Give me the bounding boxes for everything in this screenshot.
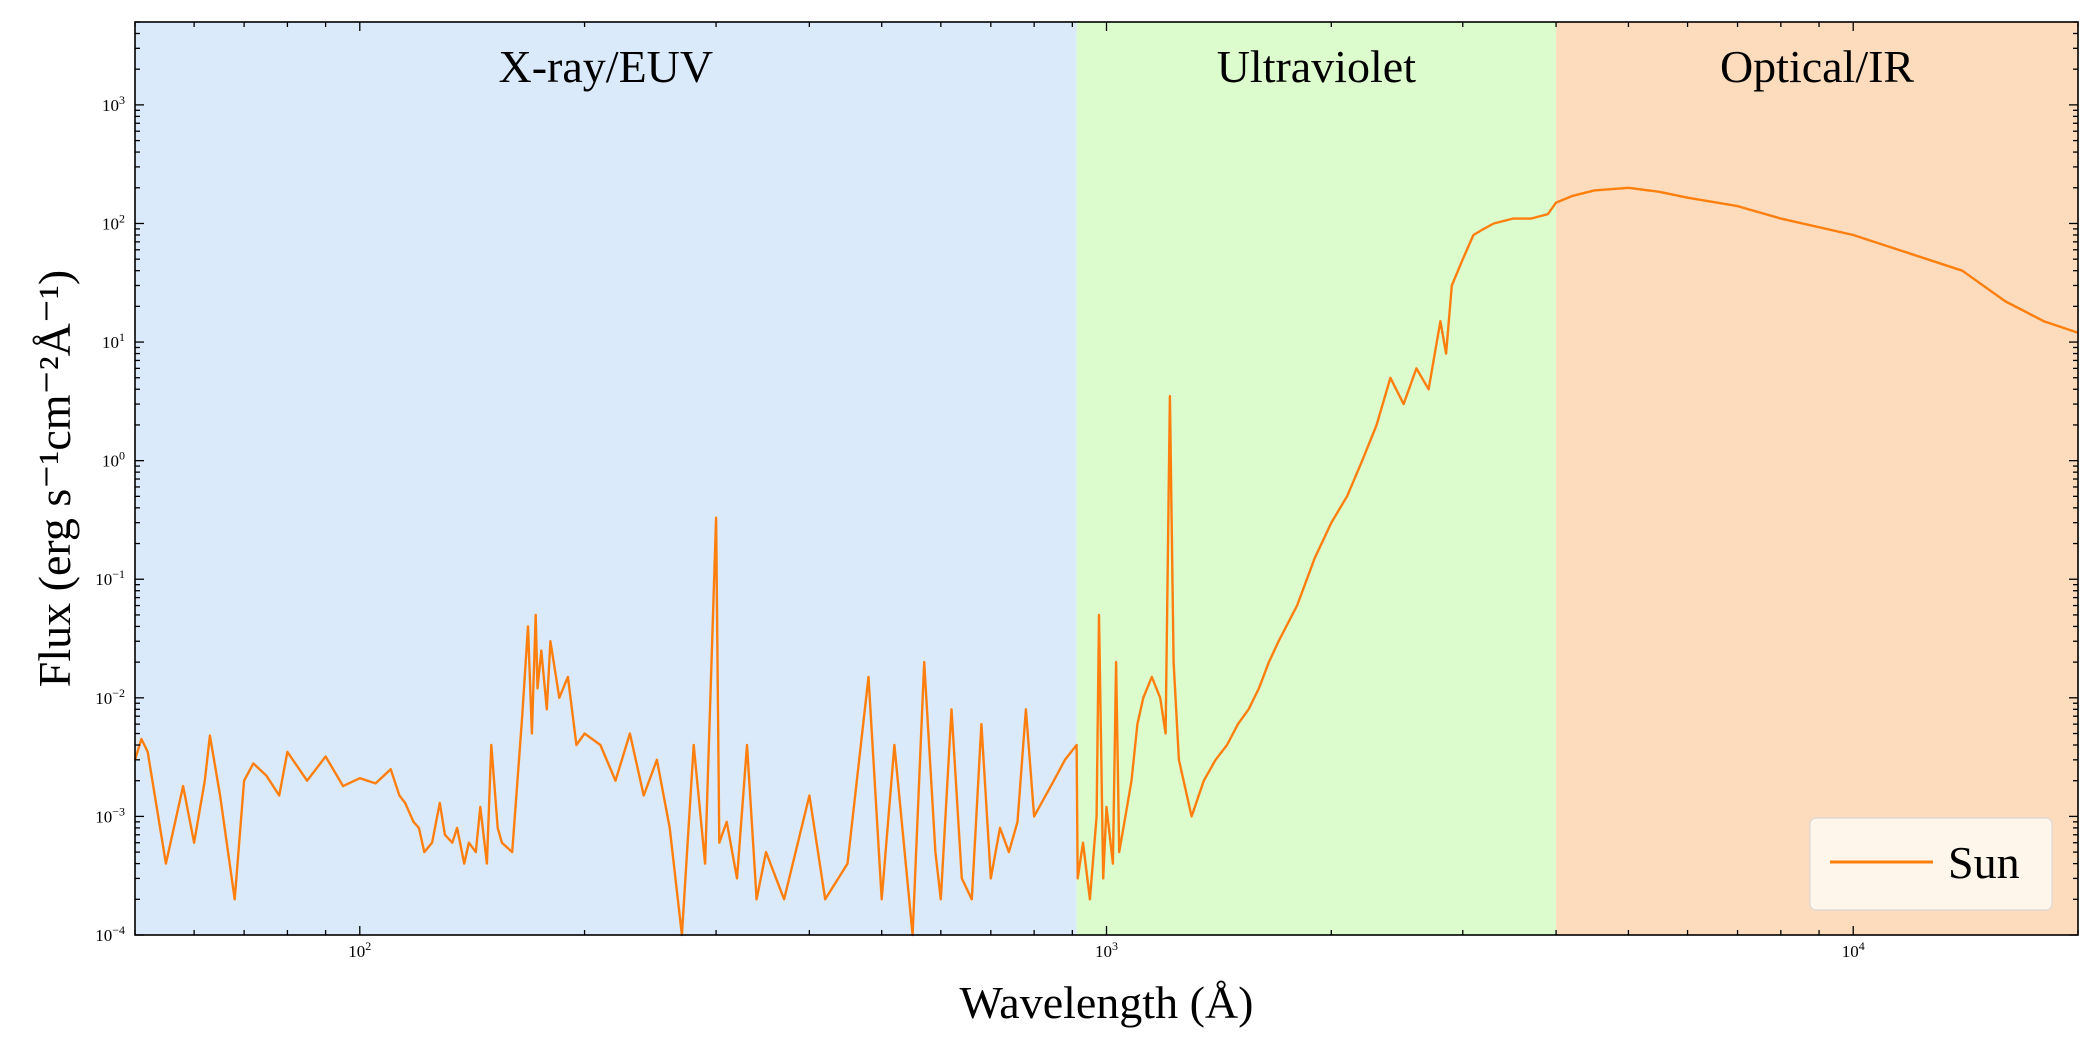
y-tick-label: 102 bbox=[102, 211, 125, 233]
y-tick-label: 10−3 bbox=[95, 804, 125, 826]
y-tick-label: 10−2 bbox=[95, 686, 125, 708]
axis-tick-labels: 102 103 104 10−4 10−3 10−2 10−1 100 101 102 103 bbox=[95, 93, 1864, 961]
series-line-sun bbox=[133, 186, 2079, 937]
y-tick-label: 103 bbox=[102, 93, 125, 115]
x-axis-title: Wavelength (Å) bbox=[960, 977, 1254, 1028]
region-x-ray-euv bbox=[135, 22, 1077, 935]
y-tick-label: 10−1 bbox=[95, 567, 125, 589]
axis-ticks bbox=[134, 21, 2079, 936]
legend: Sun bbox=[1809, 817, 2053, 911]
legend-box bbox=[1809, 817, 2053, 911]
region-label-x-ray-euv: X-ray/EUV bbox=[499, 41, 714, 92]
region-ultraviolet bbox=[1076, 22, 1557, 935]
x-tick-label: 102 bbox=[348, 939, 371, 961]
spectral-regions bbox=[135, 22, 2078, 935]
series-lines bbox=[133, 186, 2079, 937]
region-label-optical-ir: Optical/IR bbox=[1720, 41, 1914, 92]
region-optical-ir bbox=[1556, 22, 2078, 935]
region-label-ultraviolet: Ultraviolet bbox=[1217, 41, 1416, 92]
y-tick-label: 10−4 bbox=[95, 923, 125, 945]
y-tick-label: 101 bbox=[102, 330, 125, 352]
x-tick-label: 104 bbox=[1842, 939, 1865, 961]
legend-label-sun: Sun bbox=[1948, 837, 2020, 888]
x-tick-label: 103 bbox=[1095, 939, 1118, 961]
y-tick-label: 100 bbox=[102, 449, 125, 471]
region-labels: X-ray/EUV Ultraviolet Optical/IR bbox=[499, 41, 1915, 92]
y-axis-title: Flux (erg s⁻¹cm⁻²Å⁻¹) bbox=[29, 270, 80, 687]
